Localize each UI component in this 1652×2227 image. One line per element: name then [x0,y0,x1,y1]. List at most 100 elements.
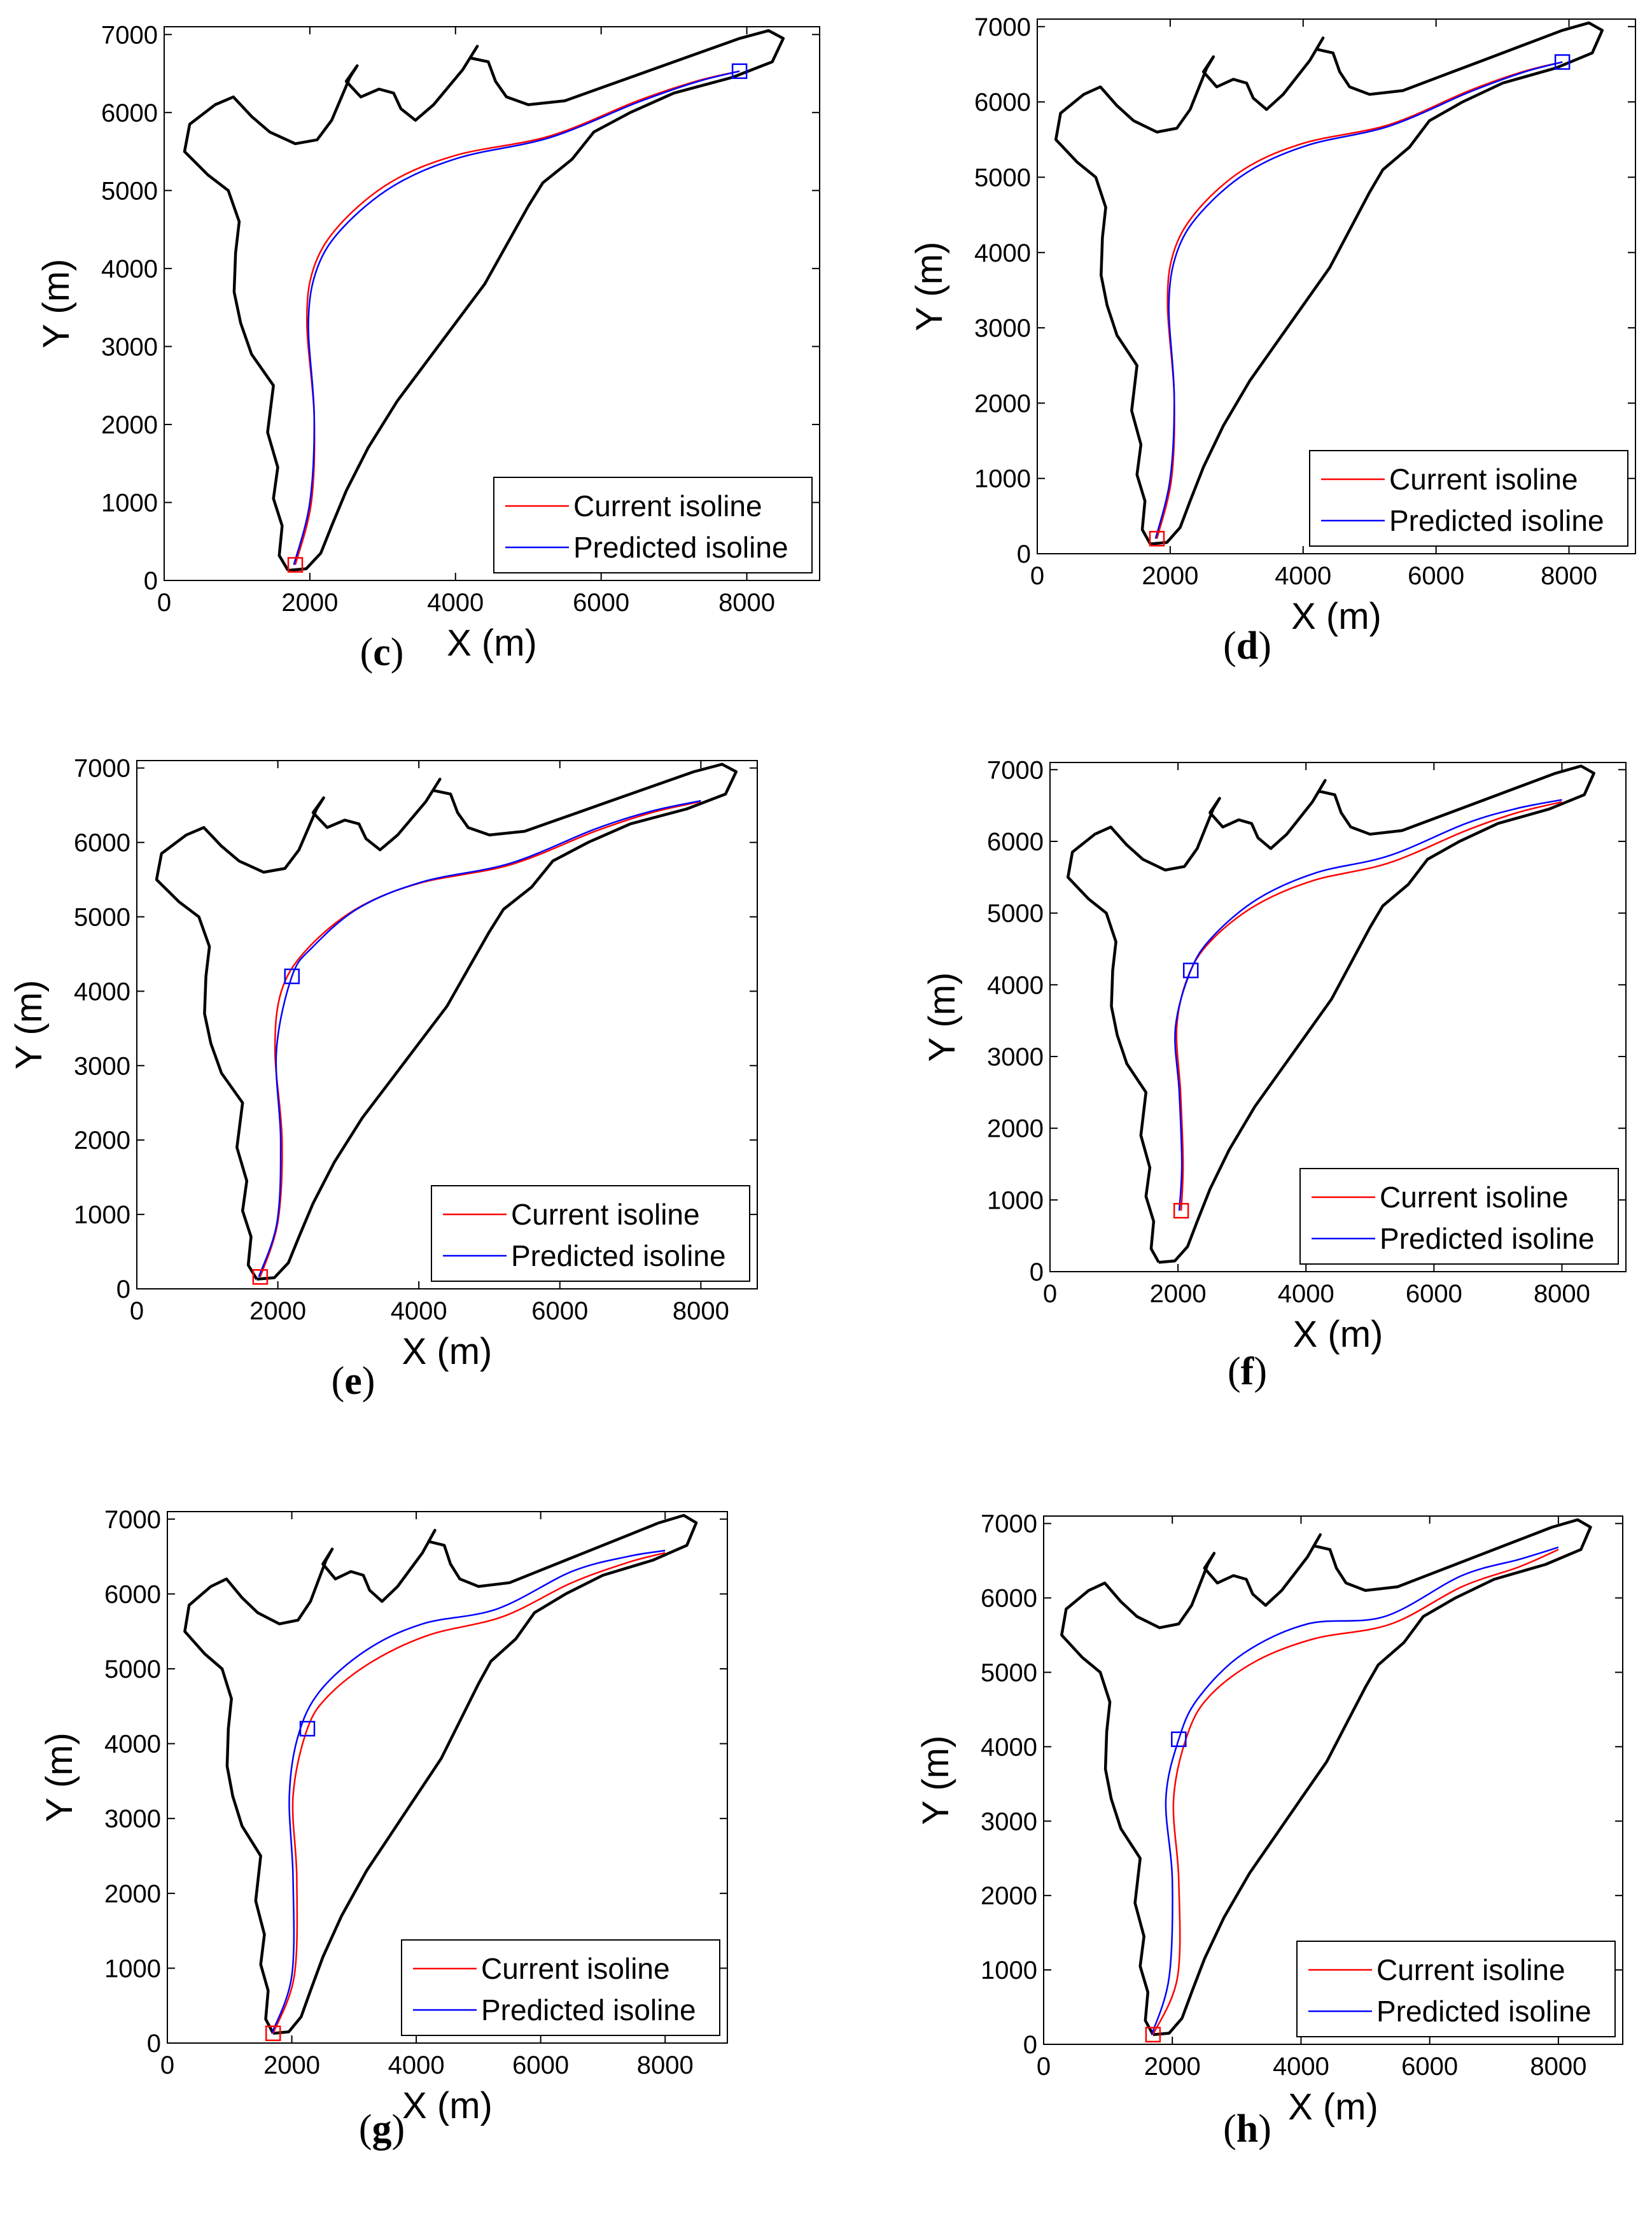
y-tick-label: 2000 [974,390,1031,418]
x-tick-label: 8000 [637,2051,694,2079]
y-tick-label: 3000 [101,333,158,361]
x-tick-label: 0 [1043,1280,1057,1308]
x-tick-label: 6000 [512,2051,569,2079]
x-tick-label: 0 [1030,562,1044,590]
legend-current-label: Current isoline [511,1198,700,1231]
y-tick-label: 7000 [101,21,158,49]
y-tick-label: 4000 [981,1733,1037,1761]
x-tick-label: 2000 [249,1297,306,1325]
y-tick-label: 5000 [101,177,158,205]
x-tick-label: 6000 [1408,562,1464,590]
panel-caption-letter: d [1236,624,1259,668]
y-tick-label: 1000 [74,1201,130,1229]
y-tick-label: 0 [1030,1258,1044,1286]
predicted-marker [731,63,748,80]
legend-predicted-label: Predicted isoline [573,531,788,564]
plot-frame [167,1511,728,2044]
panel-caption: (e) [331,1359,375,1403]
y-tick-label: 6000 [987,828,1044,856]
current-isoline [1156,61,1563,539]
y-tick-label: 0 [147,2030,161,2058]
x-axis-label: X (m) [447,622,537,664]
lake-boundary [1054,21,1604,545]
y-tick-label: 0 [144,567,158,595]
lake-boundary [155,762,738,1281]
current-marker [1173,1202,1189,1219]
predicted-marker [284,968,300,985]
predicted-isoline [1174,799,1562,1211]
x-tick-label: 8000 [1530,2053,1586,2081]
x-tick-label: 6000 [531,1297,588,1325]
y-tick-label: 7000 [74,755,130,783]
y-tick-label: 5000 [987,900,1044,928]
x-tick-label: 2000 [1142,562,1198,590]
y-tick-label: 0 [1017,540,1031,568]
x-tick-label: 8000 [1541,562,1597,590]
current-isoline [259,801,701,1277]
legend-predicted-label: Predicted isoline [1389,504,1604,537]
lake-boundary [1060,1518,1592,2037]
y-tick-label: 6000 [104,1580,161,1608]
x-tick-label: 2000 [1150,1280,1207,1308]
panel-caption-letter: h [1236,2107,1259,2151]
predicted-isoline [1154,61,1563,539]
y-tick-label: 4000 [104,1731,161,1759]
x-tick-label: 6000 [1406,1280,1462,1308]
x-tick-label: 8000 [718,589,775,617]
predicted-isoline [258,799,701,1277]
predicted-marker [1182,962,1199,979]
panel-caption: (c) [360,631,404,674]
legend-predicted-label: Predicted isoline [1380,1222,1595,1255]
y-tick-label: 4000 [74,978,130,1006]
y-axis-label: Y (m) [915,1736,956,1825]
y-tick-label: 1000 [104,1955,161,1983]
plot-frame [136,760,758,1289]
x-tick-label: 4000 [427,589,484,617]
x-tick-label: 4000 [1278,1280,1334,1308]
y-tick-label: 2000 [101,411,158,439]
x-tick-label: 4000 [388,2051,445,2079]
x-tick-label: 4000 [391,1297,447,1325]
plot-frame [1049,762,1627,1272]
current-marker [265,2025,281,2041]
current-marker [252,1269,269,1285]
y-tick-label: 5000 [981,1659,1037,1687]
x-tick-label: 0 [1037,2053,1051,2081]
predicted-marker [1171,1731,1187,1747]
current-marker [1145,2027,1161,2043]
y-tick-label: 5000 [104,1655,161,1683]
plot-frame [1037,18,1636,554]
y-tick-label: 7000 [981,1510,1037,1538]
y-tick-label: 4000 [974,239,1031,267]
legend-box [1309,450,1628,547]
panel-caption: (d) [1223,624,1271,668]
x-tick-label: 0 [130,1297,144,1325]
y-tick-label: 6000 [101,99,158,127]
y-tick-label: 3000 [987,1043,1044,1071]
y-tick-label: 1000 [974,465,1031,493]
y-tick-label: 6000 [981,1585,1037,1613]
y-tick-label: 3000 [74,1052,130,1080]
current-marker [1149,531,1165,547]
predicted-isoline [293,70,740,565]
y-tick-label: 1000 [101,489,158,517]
x-tick-label: 6000 [1401,2053,1458,2081]
y-axis-label: Y (m) [909,242,950,332]
legend-current-label: Current isoline [481,1952,670,1985]
x-tick-label: 2000 [1144,2053,1201,2081]
panel-caption-letter: c [373,631,391,674]
y-tick-label: 7000 [104,1506,161,1534]
legend-box [493,477,813,573]
legend-current-label: Current isoline [1389,463,1578,496]
y-tick-label: 1000 [987,1186,1044,1214]
y-tick-label: 5000 [74,903,130,931]
y-tick-label: 2000 [987,1115,1044,1143]
y-tick-label: 7000 [987,756,1044,784]
y-tick-label: 2000 [981,1882,1037,1910]
predicted-isoline [1151,1546,1559,2035]
x-tick-label: 2000 [281,589,338,617]
